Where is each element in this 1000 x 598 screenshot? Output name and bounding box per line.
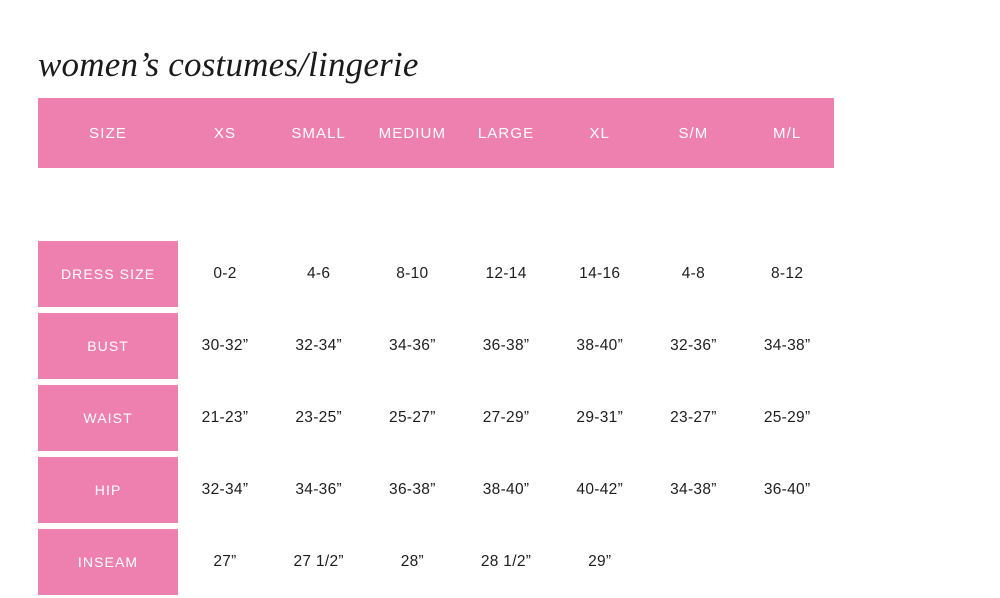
cell-waist-small: 23-25” (271, 382, 366, 454)
header-cell-medium: MEDIUM (365, 98, 460, 168)
cell-waist-ml: 25-29” (740, 382, 834, 454)
cell-bust-ml: 34-38” (740, 310, 834, 382)
row-label-text: INSEAM (77, 554, 139, 570)
cell-waist-large: 27-29” (459, 382, 553, 454)
row-label-hip: HIP (38, 454, 179, 526)
table-row: DRESS SIZE 0-2 4-6 8-10 12-14 14-16 4-8 … (38, 238, 834, 310)
cell-hip-ml: 36-40” (740, 454, 834, 526)
table-header-row: SIZE XS SMALL MEDIUM LARGE XL S/M M/L (38, 98, 834, 168)
header-cell-size: SIZE (38, 98, 179, 168)
cell-hip-sm: 34-38” (646, 454, 741, 526)
cell-inseam-large: 28 1/2” (459, 526, 553, 598)
header-gap (38, 168, 834, 238)
header-cell-ml: M/L (740, 98, 834, 168)
header-cell-xl: XL (552, 98, 647, 168)
row-label-text: WAIST (83, 410, 133, 426)
cell-bust-xs: 30-32” (178, 310, 272, 382)
cell-bust-xl: 38-40” (552, 310, 647, 382)
cell-dress-size-xs: 0-2 (178, 238, 272, 310)
row-label-dress-size: DRESS SIZE (38, 238, 179, 310)
cell-waist-xs: 21-23” (178, 382, 272, 454)
cell-inseam-sm (646, 526, 741, 598)
header-gap-cell (38, 168, 834, 238)
cell-hip-large: 38-40” (459, 454, 553, 526)
cell-hip-medium: 36-38” (365, 454, 460, 526)
cell-dress-size-small: 4-6 (271, 238, 366, 310)
size-chart-page: women’s costumes/lingerie SIZE XS SMALL … (38, 45, 834, 598)
table-row: HIP 32-34” 34-36” 36-38” 38-40” 40-42” 3… (38, 454, 834, 526)
cell-waist-xl: 29-31” (552, 382, 647, 454)
header-cell-sm: S/M (646, 98, 741, 168)
header-cell-small: SMALL (271, 98, 366, 168)
cell-inseam-ml (740, 526, 834, 598)
cell-inseam-xs: 27” (178, 526, 272, 598)
cell-dress-size-sm: 4-8 (646, 238, 741, 310)
cell-dress-size-ml: 8-12 (740, 238, 834, 310)
cell-dress-size-large: 12-14 (459, 238, 553, 310)
cell-waist-medium: 25-27” (365, 382, 460, 454)
header-cell-xs: XS (178, 98, 272, 168)
cell-inseam-small: 27 1/2” (271, 526, 366, 598)
cell-dress-size-xl: 14-16 (552, 238, 647, 310)
header-cell-large: LARGE (459, 98, 553, 168)
cell-bust-small: 32-34” (271, 310, 366, 382)
row-label-waist: WAIST (38, 382, 179, 454)
row-label-inseam: INSEAM (38, 526, 179, 598)
row-label-text: DRESS SIZE (60, 266, 156, 282)
table-row: INSEAM 27” 27 1/2” 28” 28 1/2” 29” (38, 526, 834, 598)
cell-bust-medium: 34-36” (365, 310, 460, 382)
row-label-text: HIP (94, 482, 122, 498)
cell-hip-xl: 40-42” (552, 454, 647, 526)
cell-hip-small: 34-36” (271, 454, 366, 526)
table-row: WAIST 21-23” 23-25” 25-27” 27-29” 29-31”… (38, 382, 834, 454)
cell-dress-size-medium: 8-10 (365, 238, 460, 310)
size-chart-table: SIZE XS SMALL MEDIUM LARGE XL S/M M/L DR… (38, 98, 834, 598)
row-label-bust: BUST (38, 310, 179, 382)
cell-inseam-xl: 29” (552, 526, 647, 598)
row-label-text: BUST (87, 338, 129, 354)
table-row: BUST 30-32” 32-34” 34-36” 36-38” 38-40” … (38, 310, 834, 382)
cell-waist-sm: 23-27” (646, 382, 741, 454)
cell-bust-large: 36-38” (459, 310, 553, 382)
page-title: women’s costumes/lingerie (38, 45, 419, 84)
cell-hip-xs: 32-34” (178, 454, 272, 526)
cell-bust-sm: 32-36” (646, 310, 741, 382)
cell-inseam-medium: 28” (365, 526, 460, 598)
